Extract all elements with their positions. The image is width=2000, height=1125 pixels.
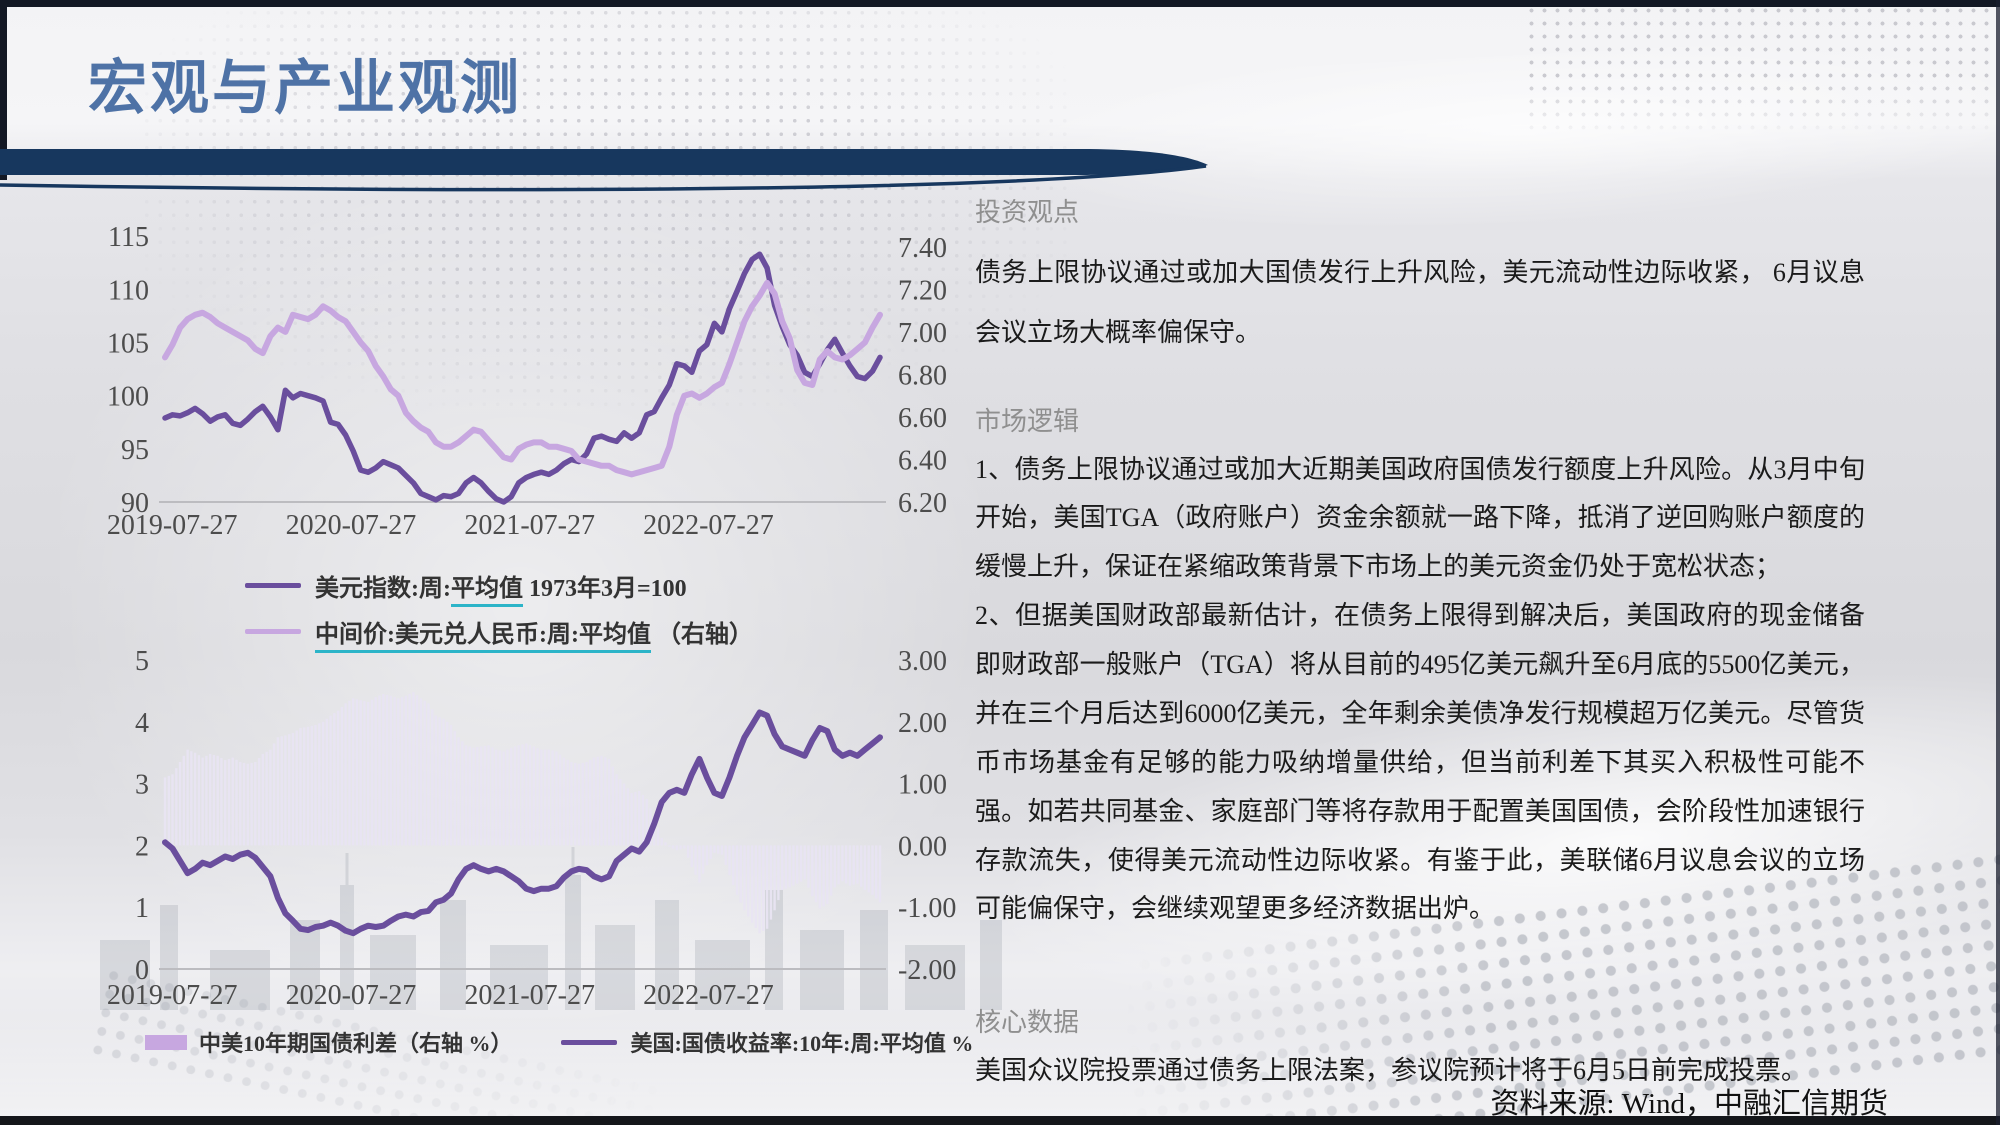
svg-text:2: 2 [135, 831, 149, 862]
fx-chart-legend: 美元指数:周:平均值 1973年3月=100 中间价:美元兑人民币:周:平均值 … [245, 562, 753, 654]
svg-text:2019-07-27: 2019-07-27 [107, 980, 238, 1011]
top-right-dot-pattern [1525, 4, 1995, 139]
svg-text:2022-07-27: 2022-07-27 [643, 510, 774, 541]
usdcny-line-swatch [245, 628, 301, 634]
svg-text:6.80: 6.80 [898, 360, 947, 391]
svg-text:6.60: 6.60 [898, 403, 947, 434]
commentary-panel: 投资观点 债务上限协议通过或加大国债发行上升风险，美元流动性边际收紧， 6月议息… [975, 192, 1865, 1096]
svg-text:2021-07-27: 2021-07-27 [464, 510, 595, 541]
usd-index-usdcny-chart: 115 110 105 100 95 90 7.40 7.20 7.00 6.80 6.60 6.40… [107, 222, 947, 541]
svg-text:2020-07-27: 2020-07-27 [286, 980, 417, 1011]
svg-text:5: 5 [135, 646, 149, 677]
svg-text:3.00: 3.00 [898, 646, 947, 677]
us10y-legend-label: 美国:国债收益率:10年:周:平均值 % [630, 1031, 974, 1056]
market-logic-heading: 市场逻辑 [975, 405, 1080, 436]
svg-text:7.40: 7.40 [898, 233, 947, 264]
svg-text:-1.00: -1.00 [898, 893, 956, 924]
legend-item-spread: 中美10年期国债利差（右轴 %） [145, 1026, 513, 1058]
legend-item-us10y: 美国:国债收益率:10年:周:平均值 % [560, 1026, 974, 1058]
svg-text:2.00: 2.00 [898, 708, 947, 739]
viewpoint-text: 债务上限协议通过或加大国债发行上升风险，美元流动性边际收紧， 6月议息会议立场大… [975, 258, 1865, 347]
us10y-line-swatch [560, 1039, 617, 1045]
legend-item-usd-index: 美元指数:周:平均值 1973年3月=100 [245, 562, 753, 608]
spread-legend-label: 中美10年期国债利差（右轴 %） [199, 1031, 513, 1056]
usd-index-legend-label: 美元指数:周:平均值 1973年3月=100 [315, 568, 687, 607]
svg-text:0: 0 [135, 955, 149, 986]
svg-text:115: 115 [108, 222, 149, 253]
top-edge-bar [0, 0, 2000, 7]
svg-text:-2.00: -2.00 [898, 955, 956, 986]
spread-bar-swatch [145, 1034, 187, 1050]
svg-text:105: 105 [107, 328, 149, 359]
svg-text:7.20: 7.20 [898, 275, 947, 306]
svg-text:0.00: 0.00 [898, 831, 947, 862]
svg-text:1.00: 1.00 [898, 770, 947, 801]
svg-text:95: 95 [121, 435, 149, 466]
right-edge-line [1996, 0, 2000, 1125]
svg-text:2022-07-27: 2022-07-27 [643, 980, 774, 1011]
svg-text:6.40: 6.40 [898, 445, 947, 476]
svg-text:6.20: 6.20 [898, 488, 947, 519]
svg-text:1: 1 [135, 893, 149, 924]
market-logic-item-1: 1、债务上限协议通过或加大近期美国政府国债发行额度上升风险。从3月中旬开始，美国… [975, 454, 1865, 582]
title-underline-swoosh [0, 149, 1208, 192]
svg-text:7.00: 7.00 [898, 318, 947, 349]
svg-text:3: 3 [135, 770, 149, 801]
left-edge-bar [0, 0, 7, 180]
svg-text:2021-07-27: 2021-07-27 [464, 980, 595, 1011]
svg-text:2019-07-27: 2019-07-27 [107, 510, 238, 541]
usd-index-line-swatch [245, 582, 301, 588]
rates-chart-legend: 中美10年期国债利差（右轴 %） 美国:国债收益率:10年:周:平均值 % [145, 1026, 973, 1058]
svg-text:100: 100 [107, 382, 149, 413]
usdcny-legend-label: 中间价:美元兑人民币:周:平均值 （右轴） [315, 614, 753, 653]
legend-item-usdcny: 中间价:美元兑人民币:周:平均值 （右轴） [245, 608, 753, 654]
svg-text:4: 4 [135, 708, 149, 739]
market-logic-item-2: 2、但据美国财政部最新估计，在债务上限得到解决后，美国政府的现金储备即财政部一般… [975, 601, 1865, 924]
city-skyline-silhouette [100, 847, 1002, 1010]
page-title: 宏观与产业观测 [88, 55, 523, 121]
svg-text:2020-07-27: 2020-07-27 [286, 510, 417, 541]
viewpoint-heading: 投资观点 [975, 197, 1080, 227]
rates-spread-chart: 5 4 3 2 1 0 3.00 2.00 1.00 0.00 -1.00 -2.00 2019-07-… [107, 646, 957, 1011]
svg-text:90: 90 [121, 488, 149, 519]
core-data-heading: 核心数据 [975, 1007, 1080, 1038]
bottom-edge-bar [0, 1116, 2000, 1125]
svg-text:110: 110 [108, 275, 149, 306]
data-source-note: 资料来源: Wind，中融汇信期货 [1490, 1088, 1888, 1120]
core-data-text: 美国众议院投票通过债务上限法案，参议院预计将于6月5日前完成投票。 [975, 1056, 1808, 1086]
